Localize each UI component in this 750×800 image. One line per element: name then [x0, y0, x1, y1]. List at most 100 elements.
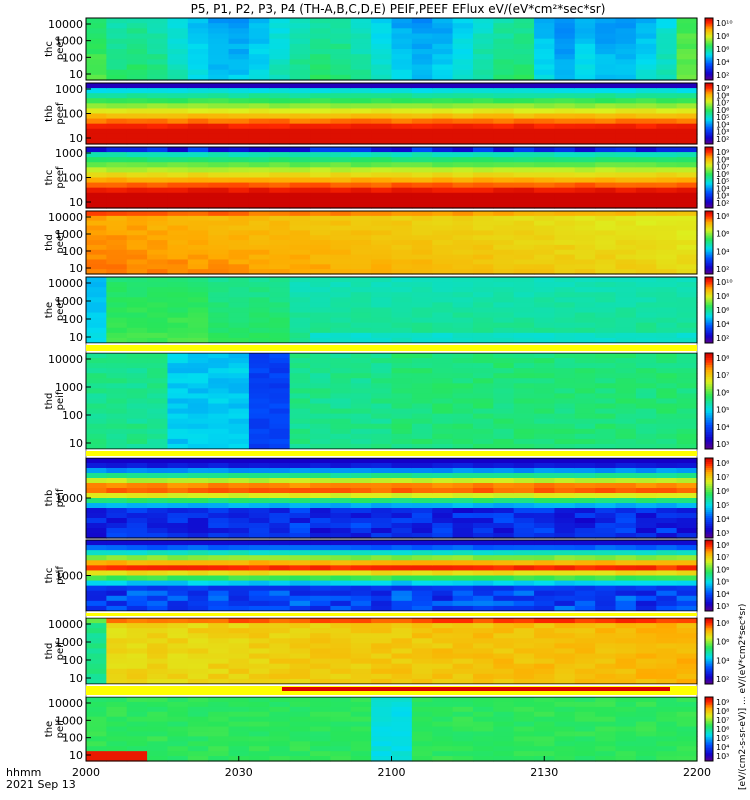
heatmap-cell — [493, 663, 515, 670]
heatmap-cell — [432, 463, 454, 469]
heatmap-cell — [554, 545, 576, 551]
heatmap-cell — [208, 332, 230, 339]
colorbar-cell — [705, 201, 713, 204]
heatmap-cell — [493, 128, 515, 135]
heatmap-cell — [167, 192, 189, 199]
heatmap-cell — [452, 230, 474, 236]
colorbar-cell — [705, 622, 713, 626]
heatmap-cell — [228, 302, 250, 309]
heatmap-cell — [411, 706, 433, 713]
heatmap-cell — [676, 570, 698, 577]
heatmap-cell — [126, 332, 148, 339]
heatmap-cell — [228, 244, 250, 251]
colorbar-cell — [705, 310, 713, 313]
heatmap-cell — [187, 701, 209, 708]
heatmap-cell — [86, 498, 107, 504]
heatmap-cell — [472, 23, 494, 29]
heatmap-cell — [493, 93, 515, 99]
heatmap-cell — [615, 167, 637, 174]
heatmap-cell — [493, 302, 515, 309]
heatmap-cell — [391, 498, 413, 504]
heatmap-cell — [432, 398, 454, 405]
colorbar-cell — [705, 637, 713, 640]
colorbar-cell — [705, 258, 713, 261]
heatmap-cell — [289, 628, 311, 634]
heatmap-cell — [126, 408, 148, 415]
colorbar-cell — [705, 140, 713, 143]
heatmap-cell — [676, 230, 698, 236]
heatmap-cell — [310, 498, 331, 504]
heatmap-cell — [106, 64, 128, 71]
heatmap-cell — [269, 418, 291, 425]
heatmap-cell — [228, 162, 250, 168]
heatmap-cell — [310, 533, 331, 539]
colorbar-cell — [705, 189, 713, 192]
colorbar-cell — [705, 175, 713, 178]
heatmap-cell — [595, 133, 617, 140]
heatmap-cell — [554, 633, 576, 639]
colorbar-cell — [705, 675, 713, 678]
heatmap-cell — [167, 378, 189, 384]
heatmap-cell — [513, 545, 535, 551]
heatmap-cell — [595, 383, 617, 389]
heatmap-cell — [289, 378, 311, 384]
heatmap-cell — [187, 388, 209, 395]
heatmap-cell — [432, 23, 454, 29]
heatmap-cell — [432, 498, 454, 504]
heatmap-cell — [574, 235, 596, 241]
heatmap-cell — [493, 337, 515, 344]
heatmap-cell — [574, 368, 596, 374]
colorbar-cell — [705, 245, 713, 248]
colorbar-cell — [705, 372, 713, 376]
heatmap-cell — [310, 643, 331, 650]
heatmap-cell — [452, 523, 474, 529]
heatmap-cell — [676, 751, 698, 757]
heatmap-cell — [167, 317, 189, 324]
heatmap-cell — [371, 721, 393, 728]
heatmap-cell — [248, 88, 270, 94]
heatmap-cell — [187, 157, 209, 163]
heatmap-cell — [371, 488, 393, 494]
heatmap-cell — [371, 418, 393, 425]
heatmap-cell — [248, 138, 270, 145]
heatmap-cell — [656, 756, 678, 762]
heatmap-cell — [513, 751, 535, 757]
heatmap-cell — [554, 658, 576, 665]
heatmap-cell — [391, 264, 413, 270]
panel-gap-fill — [86, 613, 697, 616]
heatmap-cell — [595, 187, 617, 194]
heatmap-cell — [493, 373, 515, 379]
heatmap-cell — [187, 133, 209, 140]
heatmap-cell — [310, 211, 331, 217]
heatmap-cell — [452, 254, 474, 261]
heatmap-cell — [513, 600, 535, 607]
heatmap-cell — [147, 363, 169, 369]
colorbar-tick-label: 10⁶ — [716, 306, 729, 315]
heatmap-cell — [595, 192, 617, 199]
colorbar-tick-label: 10⁴ — [716, 184, 729, 193]
colorbar-cell — [705, 95, 713, 98]
heatmap-cell — [554, 287, 576, 293]
heatmap-cell — [228, 393, 250, 400]
heatmap-cell — [676, 478, 698, 484]
heatmap-cell — [371, 560, 393, 566]
heatmap-cell — [310, 312, 331, 319]
heatmap-cell — [86, 368, 107, 374]
heatmap-cell — [656, 202, 678, 209]
heatmap-cell — [411, 618, 433, 624]
colorbar-cell — [705, 543, 713, 546]
heatmap-cell — [208, 756, 230, 762]
heatmap-cell — [472, 383, 494, 389]
heatmap-cell — [269, 628, 291, 634]
heatmap-cell — [411, 197, 433, 204]
heatmap-cell — [472, 565, 494, 572]
heatmap-cell — [330, 138, 352, 145]
heatmap-cell — [513, 398, 535, 405]
heatmap-cell — [350, 560, 372, 566]
heatmap-cell — [269, 128, 291, 135]
colorbar-cell — [705, 278, 713, 281]
heatmap-cell — [248, 152, 270, 158]
heatmap-cell — [554, 540, 576, 546]
heatmap-cell — [432, 600, 454, 607]
heatmap-cell — [350, 585, 372, 592]
